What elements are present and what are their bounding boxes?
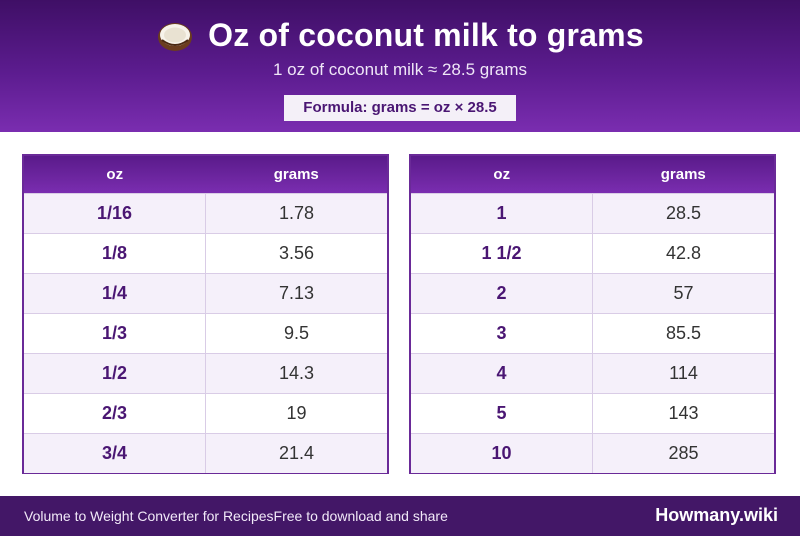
table-row: 1/3 9.5 bbox=[24, 313, 387, 353]
table-row: 2/3 19 bbox=[24, 393, 387, 433]
table-row: 1/4 7.13 bbox=[24, 273, 387, 313]
grams-cell: 57 bbox=[673, 283, 694, 303]
table-header: oz grams bbox=[411, 156, 774, 193]
table-row: 2 57 bbox=[411, 273, 774, 313]
grams-cell: 14.3 bbox=[278, 363, 315, 383]
grams-cell: 7.13 bbox=[278, 283, 315, 303]
table-row: 3 85.5 bbox=[411, 313, 774, 353]
coconut-icon bbox=[156, 16, 194, 54]
table-row: 1 28.5 bbox=[411, 193, 774, 233]
oz-cell: 1/2 bbox=[24, 354, 206, 393]
grams-cell: 85.5 bbox=[665, 323, 702, 343]
oz-cell: 10 bbox=[411, 434, 593, 473]
grams-cell: 143 bbox=[668, 403, 699, 423]
oz-cell: 1/4 bbox=[24, 274, 206, 313]
grams-cell: 19 bbox=[286, 403, 307, 423]
table-row: 1/16 1.78 bbox=[24, 193, 387, 233]
grams-cell: 28.5 bbox=[665, 203, 702, 223]
brand-link[interactable]: Howmany.wiki bbox=[655, 505, 778, 525]
table-row: 1 1/2 42.8 bbox=[411, 233, 774, 273]
grams-cell: 9.5 bbox=[283, 323, 310, 343]
oz-cell: 2 bbox=[411, 274, 593, 313]
oz-cell: 1 1/2 bbox=[411, 234, 593, 273]
oz-cell: 3/4 bbox=[24, 434, 206, 473]
column-header-grams: grams bbox=[273, 166, 319, 183]
table-body: 1 28.5 1 1/2 42.8 2 57 3 85.5 4 114 5 143 10 28… bbox=[411, 193, 774, 473]
table-row: 10 285 bbox=[411, 433, 774, 473]
column-header-oz: oz bbox=[106, 166, 124, 183]
subtitle: 1 oz of coconut milk ≈ 28.5 grams bbox=[272, 60, 528, 79]
grams-cell: 285 bbox=[668, 443, 699, 463]
column-header-oz: oz bbox=[493, 166, 511, 183]
oz-cell: 2/3 bbox=[24, 394, 206, 433]
oz-cell: 1 bbox=[411, 194, 593, 233]
table-row: 3/4 21.4 bbox=[24, 433, 387, 473]
table-row: 5 143 bbox=[411, 393, 774, 433]
oz-cell: 1/16 bbox=[24, 194, 206, 233]
conversion-table-large: oz grams 1 28.5 1 1/2 42.8 2 57 3 85.5 4 114 … bbox=[409, 154, 776, 474]
table-header: oz grams bbox=[24, 156, 387, 193]
oz-cell: 3 bbox=[411, 314, 593, 353]
table-row: 1/8 3.56 bbox=[24, 233, 387, 273]
oz-cell: 1/3 bbox=[24, 314, 206, 353]
footer-tagline: Volume to Weight Converter for RecipesFr… bbox=[24, 508, 448, 524]
grams-cell: 1.78 bbox=[278, 203, 315, 223]
table-row: 1/2 14.3 bbox=[24, 353, 387, 393]
grams-cell: 114 bbox=[669, 363, 698, 383]
conversion-table-small: oz grams 1/16 1.78 1/8 3.56 1/4 7.13 1/3 9.5… bbox=[22, 154, 389, 474]
table-row: 4 114 bbox=[411, 353, 774, 393]
formula-badge: Formula: grams = oz × 28.5 bbox=[284, 95, 516, 121]
oz-cell: 4 bbox=[411, 354, 593, 393]
table-body: 1/16 1.78 1/8 3.56 1/4 7.13 1/3 9.5 1/2 14.3 … bbox=[24, 193, 387, 473]
title-row: Oz of coconut milk to grams bbox=[0, 14, 800, 56]
grams-cell: 21.4 bbox=[278, 443, 315, 463]
page-title: Oz of coconut milk to grams bbox=[208, 16, 644, 53]
oz-cell: 5 bbox=[411, 394, 593, 433]
column-header-grams: grams bbox=[660, 166, 706, 183]
grams-cell: 3.56 bbox=[278, 243, 315, 263]
grams-cell: 42.8 bbox=[665, 243, 702, 263]
footer-bar: Volume to Weight Converter for RecipesFr… bbox=[0, 496, 800, 536]
oz-cell: 1/8 bbox=[24, 234, 206, 273]
header-banner: Oz of coconut milk to grams 1 oz of coco… bbox=[0, 0, 800, 132]
